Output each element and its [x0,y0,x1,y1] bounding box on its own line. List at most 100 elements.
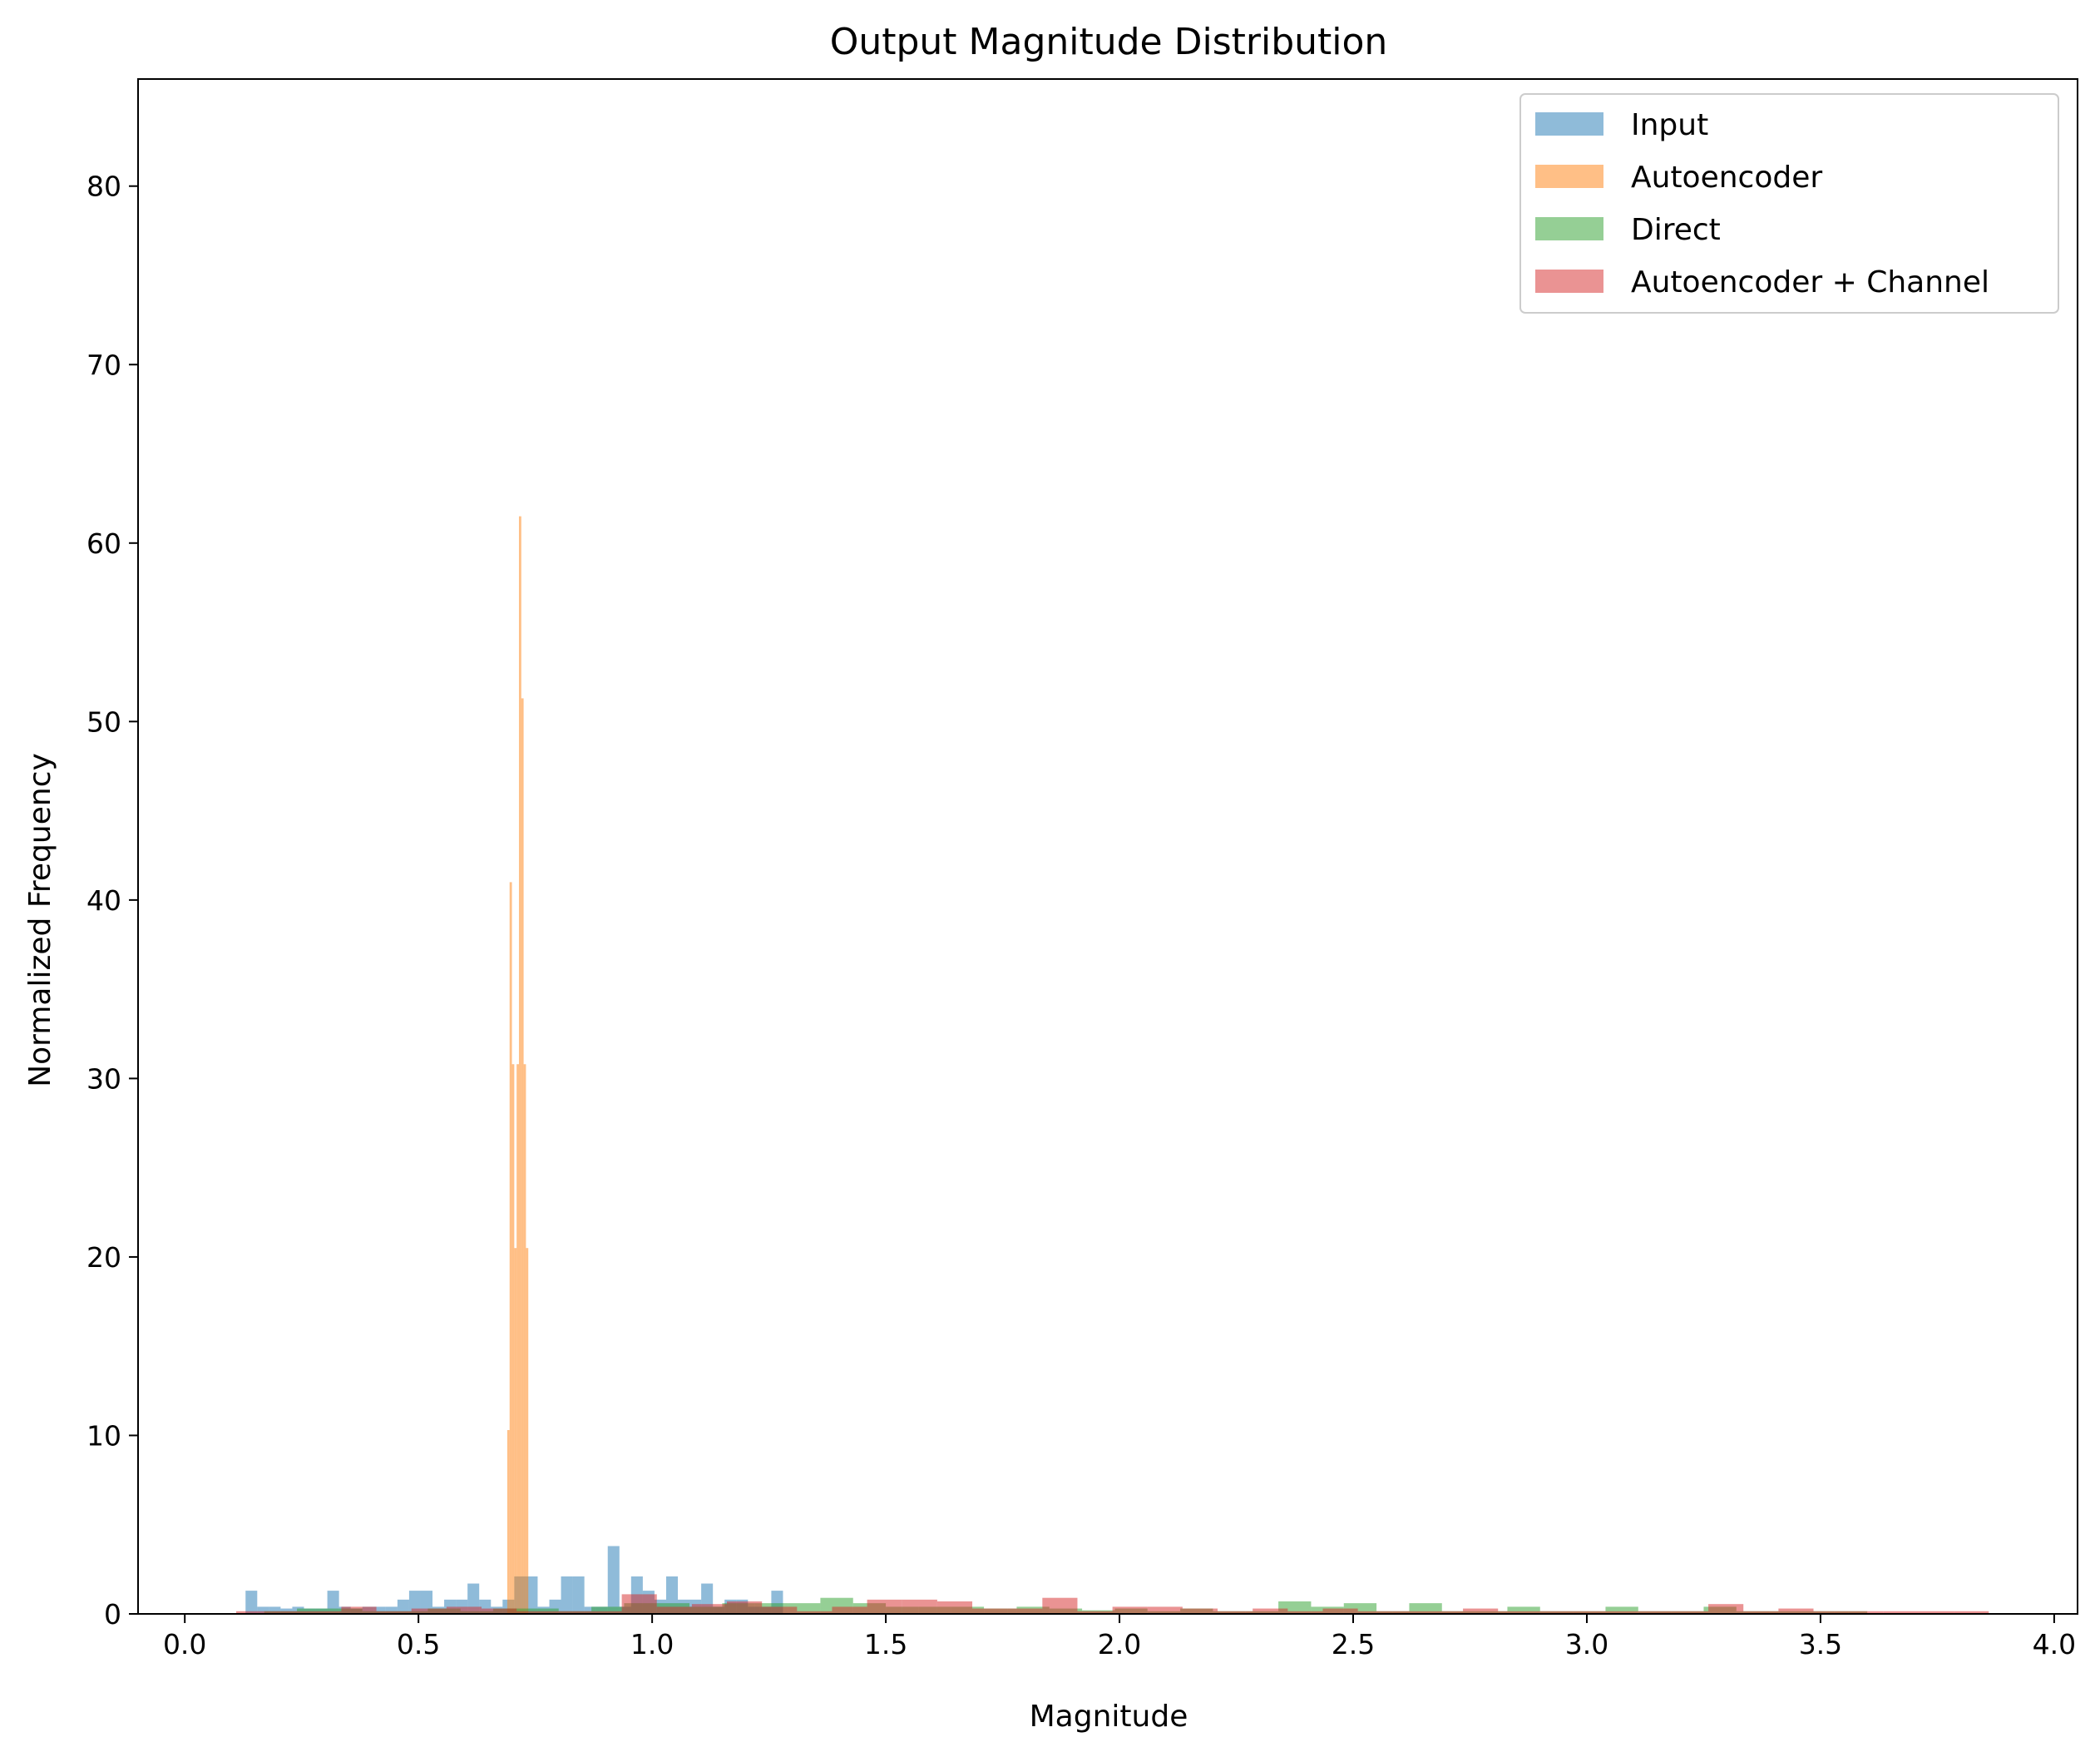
bar [269,1606,281,1614]
y-tick-label: 70 [86,349,121,381]
bar [514,1248,517,1614]
x-tick-label: 1.5 [864,1628,907,1660]
bar [607,1546,620,1614]
bar [1182,1608,1218,1614]
bar [245,1591,258,1614]
bar [1498,1611,1534,1614]
y-tick-label: 40 [86,884,121,917]
bar [1463,1608,1499,1614]
bar [526,1248,529,1614]
legend: Input Autoencoder Direct Autoencoder + Chan… [1519,93,2059,314]
bar [516,1064,519,1614]
bar [691,1604,728,1614]
bar [1357,1611,1393,1614]
chart-title: Output Magnitude Distribution [830,21,1388,63]
x-tick-label: 2.0 [1098,1628,1141,1660]
x-tick-label: 1.0 [630,1628,674,1660]
bar [467,1583,480,1614]
bar [521,698,524,1615]
y-tick-label: 50 [86,705,121,738]
bar [257,1606,269,1614]
x-tick-label: 0.0 [163,1628,206,1660]
bar [411,1608,447,1614]
bar [1954,1611,1989,1614]
bar [1112,1606,1148,1614]
legend-box [1519,93,2059,314]
y-tick-label: 20 [86,1241,121,1274]
bar [518,516,521,1614]
bar [446,1606,482,1614]
x-tick-label: 0.5 [397,1628,440,1660]
y-tick-label: 0 [104,1598,121,1631]
legend-swatch [1535,112,1603,136]
legend-label: Autoencoder [1631,161,1822,195]
bar [1568,1611,1603,1614]
bar [1743,1611,1779,1614]
y-tick-label: 10 [86,1419,121,1452]
bar [1918,1611,1954,1614]
bar [1287,1611,1323,1614]
bar [395,1611,428,1614]
y-tick-label: 80 [86,171,121,203]
bar [1533,1611,1569,1614]
bar [1007,1608,1043,1614]
bar [1883,1611,1919,1614]
bar [482,1608,517,1614]
plot-area [236,516,1989,1615]
legend-label: Autoencoder + Channel [1631,265,1989,299]
bar [1042,1597,1078,1614]
bar [523,1064,526,1614]
bar [561,1576,573,1614]
axes-frame [137,78,2078,1615]
bar [832,1606,867,1614]
bar [621,1594,657,1614]
bar [341,1606,377,1614]
bar [936,1601,973,1614]
bar [762,1606,798,1614]
legend-swatch [1535,270,1603,293]
bar [586,1611,622,1614]
bar [509,882,512,1614]
bar [271,1611,307,1614]
bar [376,1611,412,1614]
x-tick-label: 4.0 [2033,1628,2076,1660]
x-tick-label: 3.5 [1799,1628,1842,1660]
bar [1376,1611,1410,1614]
legend-swatch [1535,217,1603,240]
bar [572,1576,585,1614]
bar [867,1599,902,1614]
x-tick-label: 3.0 [1565,1628,1608,1660]
bar [420,1591,433,1614]
series-autoencoder [506,516,529,1615]
bar [1673,1611,1709,1614]
y-axis-label: Normalized Frequency [23,753,57,1087]
bar [327,1591,339,1614]
x-axis-label: Magnitude [1030,1700,1188,1734]
bar [1638,1611,1673,1614]
bar [1813,1611,1849,1614]
bar [584,1606,596,1614]
legend-swatch [1535,165,1603,188]
x-tick-label: 2.5 [1332,1628,1375,1660]
bar [972,1608,1008,1614]
bar [511,1064,515,1614]
legend-label: Input [1631,108,1708,142]
bar [408,1591,421,1614]
bar [1427,1611,1464,1614]
bar [1603,1611,1638,1614]
bar [1605,1606,1638,1614]
legend-label: Direct [1631,213,1721,247]
bar [1218,1611,1253,1614]
bar [516,1611,552,1614]
y-tick-label: 60 [86,527,121,560]
bar [902,1599,937,1614]
bar [397,1599,409,1614]
bar [1708,1604,1744,1614]
bar [236,1611,272,1614]
bar [797,1611,833,1614]
bar [526,1576,538,1614]
bar [1322,1608,1358,1614]
bar [1077,1611,1113,1614]
y-tick-label: 30 [86,1062,121,1095]
